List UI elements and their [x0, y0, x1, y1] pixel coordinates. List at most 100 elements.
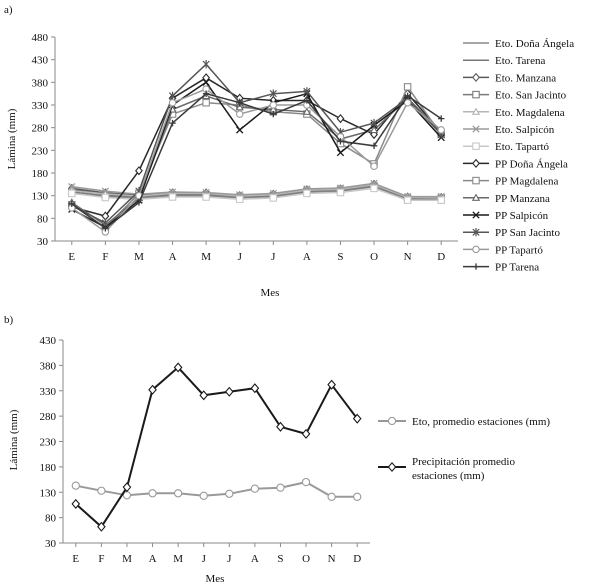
x-tick-label: J [271, 251, 276, 263]
y-tick-label: 380 [40, 360, 57, 372]
data-point [122, 482, 132, 493]
data-point [302, 107, 312, 115]
data-point [71, 498, 81, 509]
series-line [71, 182, 442, 198]
series-0 [71, 477, 362, 501]
data-point [336, 113, 345, 124]
legend-label: PP Doña Ángela [495, 158, 568, 170]
x-tick-label: S [337, 251, 343, 263]
data-point [102, 225, 109, 232]
data-point [235, 195, 244, 204]
data-point [303, 189, 311, 198]
legend-item: PP Tapartó [463, 244, 543, 256]
series-11 [68, 60, 445, 228]
data-point [337, 138, 344, 145]
data-point [202, 60, 210, 69]
y-tick-label: 130 [40, 487, 57, 499]
data-point [269, 194, 278, 202]
legend-item: Precipitación promedio estaciones (mm) [378, 456, 515, 482]
panel-label-b: b) [4, 314, 14, 326]
panel-label-a: a) [4, 4, 13, 16]
data-point [225, 489, 234, 498]
data-point [199, 491, 208, 500]
data-point [148, 384, 157, 395]
legend-swatch-marker [471, 193, 481, 201]
y-tick-label: 480 [32, 32, 49, 44]
series-line [71, 92, 442, 230]
legend-item: PP Manzana [463, 193, 550, 205]
data-point [101, 187, 110, 195]
legend-item: Eto. Tarena [463, 55, 545, 67]
data-point [202, 193, 210, 201]
data-point [276, 483, 285, 492]
legend-item: Eto, promedio estaciones (mm) [378, 416, 550, 428]
data-point [327, 379, 336, 390]
legend-item: Eto. Salpicón [463, 124, 555, 136]
data-point [250, 484, 260, 493]
data-point [236, 99, 243, 106]
legend-swatch-marker [472, 228, 480, 237]
y-tick-label: 280 [40, 411, 57, 423]
y-tick-label: 280 [32, 123, 49, 135]
x-tick-label: D [437, 251, 445, 263]
legend-label: PP Tapartó [495, 244, 543, 256]
legend-item: Eto. Manzana [463, 72, 556, 84]
x-axis-label-b: Mes [206, 573, 225, 585]
series-1 [71, 362, 362, 532]
x-tick-label: N [404, 251, 412, 263]
series-13 [68, 90, 445, 232]
data-point [438, 115, 445, 122]
data-point [199, 390, 209, 401]
series-line [75, 481, 358, 498]
legend-label: Eto. Magdalena [495, 107, 565, 119]
data-point [269, 101, 278, 109]
ticks-a: 30 80 130 180 230 280 330 380 430 480 E F M A M J J A S O N D [32, 32, 446, 263]
legend-b: Eto, promedio estaciones (mm) Precipitaci… [378, 416, 550, 482]
legend-item: PP Magdalena [463, 176, 559, 188]
data-point [353, 492, 362, 501]
x-tick-label: O [370, 251, 378, 263]
y-tick-label: 30 [45, 538, 57, 550]
data-point [336, 188, 345, 197]
y-axis-label-b: Lámina (mm) [8, 409, 20, 470]
x-tick-label: E [68, 251, 75, 263]
y-tick-label: 430 [32, 55, 49, 67]
y-tick-label: 330 [32, 100, 49, 112]
y-tick-label: 430 [40, 335, 57, 347]
x-tick-label: A [303, 251, 311, 263]
legend-label: PP Manzana [495, 193, 550, 205]
x-tick-label: S [277, 553, 283, 565]
x-tick-label: A [251, 553, 259, 565]
legend-swatch-marker [472, 263, 480, 270]
x-tick-label: M [201, 251, 211, 263]
legend-item: PP Salpicón [463, 210, 549, 222]
legend-label: PP Tarena [495, 262, 539, 274]
y-tick-label: 380 [32, 77, 49, 89]
series-line [75, 366, 358, 529]
legend-swatch-marker [472, 125, 480, 133]
series-line [71, 88, 442, 233]
panel-a: a) Lámina (mm) Mes 30 80 130 180 230 280 330 38… [4, 4, 574, 299]
x-tick-label: F [98, 553, 104, 565]
data-point [352, 413, 362, 424]
data-point [269, 89, 277, 98]
legend-item: PP Tarena [463, 262, 539, 274]
y-tick-label: 330 [40, 386, 57, 398]
y-tick-label: 80 [37, 213, 49, 225]
data-point [135, 166, 143, 176]
data-point [202, 78, 210, 86]
data-point [68, 189, 76, 198]
legend-swatch-marker [387, 416, 397, 426]
data-point [250, 383, 260, 394]
data-point [135, 199, 143, 206]
legend-item: PP San Jacinto [463, 227, 560, 239]
series-b [71, 362, 362, 532]
y-tick-label: 230 [32, 145, 49, 157]
legend-item: PP Doña Ángela [463, 158, 568, 170]
legend-label: Eto, promedio estaciones (mm) [412, 416, 550, 428]
data-point [270, 110, 277, 118]
legend-label: PP Salpicón [495, 210, 549, 222]
legend-swatch-marker [472, 211, 480, 219]
legend-swatch-marker [472, 158, 480, 169]
